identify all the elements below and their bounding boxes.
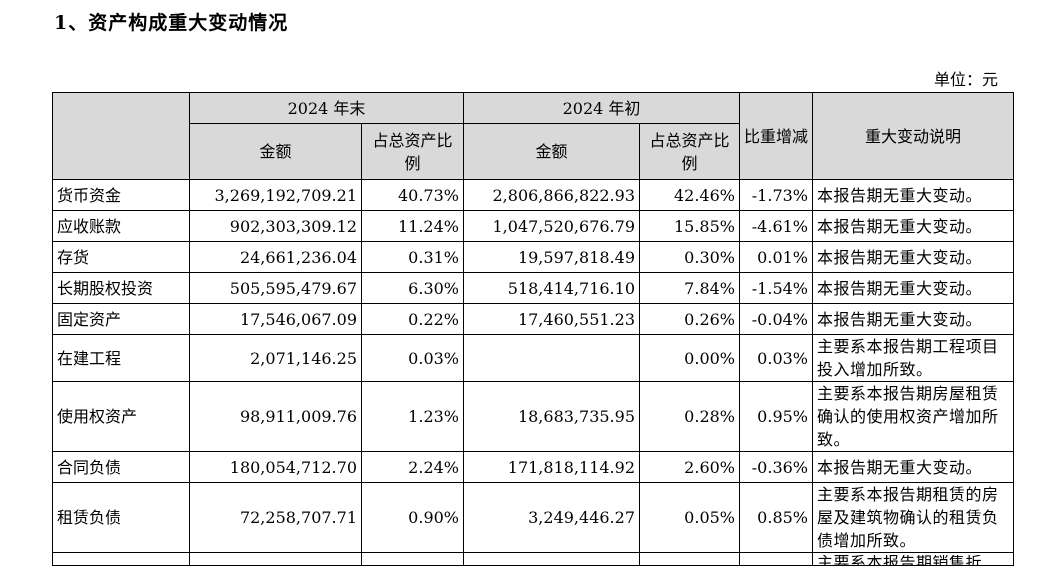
row-begin-ratio: 0.00% (639, 334, 740, 382)
row-end-ratio: 40.73% (361, 179, 464, 211)
row-note: 主要系本报告期房屋租赁确认的使用权资产增加所致。 (812, 381, 1014, 452)
header-explanation: 重大变动说明 (812, 92, 1014, 180)
row-begin-ratio: 0.30% (639, 241, 740, 273)
row-end-ratio: 11.24% (361, 210, 464, 242)
row-note: 本报告期无重大变动。 (812, 210, 1014, 242)
row-begin-amount: 2,806,866,822.93 (463, 179, 640, 211)
row-item: 在建工程 (52, 334, 190, 382)
row-begin-ratio: 2.60% (639, 451, 740, 483)
header-item-blank (52, 92, 190, 180)
row-change: -1.54% (739, 272, 813, 304)
row-begin-ratio: 0.26% (639, 303, 740, 335)
row-change: 0.85% (739, 482, 813, 553)
row-end-amount: 902,303,309.12 (189, 210, 362, 242)
row-item: 合同负债 (52, 451, 190, 483)
row-begin-amount: 17,460,551.23 (463, 303, 640, 335)
table-row: 合同负债 180,054,712.70 2.24% 171,818,114.92… (52, 451, 1014, 483)
row-begin-ratio: 7.84% (639, 272, 740, 304)
row-begin-ratio: 0.05% (639, 482, 740, 553)
header-period-begin: 2024 年初 (463, 92, 740, 124)
row-item: 应收账款 (52, 210, 190, 242)
table-row: 在建工程 2,071,146.25 0.03% 0.00% 0.03% 主要系本… (52, 334, 1014, 382)
table-row: 应收账款 902,303,309.12 11.24% 1,047,520,676… (52, 210, 1014, 242)
row-end-amount: 98,911,009.76 (189, 381, 362, 452)
table-row: 货币资金 3,269,192,709.21 40.73% 2,806,866,8… (52, 179, 1014, 211)
row-begin-amount (463, 552, 640, 566)
asset-composition-table: 2024 年末 2024 年初 比重增减 重大变动说明 金额 占总资产比例 金额… (52, 92, 1014, 566)
row-note-partial: 主要系本报告期销售折 (817, 555, 983, 566)
row-change: 0.01% (739, 241, 813, 273)
section-title: 1、资产构成重大变动情况 (54, 12, 289, 34)
header-change: 比重增减 (739, 92, 813, 180)
row-change: -1.73% (739, 179, 813, 211)
row-begin-amount: 19,597,818.49 (463, 241, 640, 273)
row-note: 本报告期无重大变动。 (812, 272, 1014, 304)
row-begin-ratio: 0.28% (639, 381, 740, 452)
header-period-end: 2024 年末 (189, 92, 464, 124)
row-end-ratio: 0.22% (361, 303, 464, 335)
row-note: 本报告期无重大变动。 (812, 179, 1014, 211)
row-item: 存货 (52, 241, 190, 273)
table-row: 使用权资产 98,911,009.76 1.23% 18,683,735.95 … (52, 381, 1014, 452)
header-end-amount: 金额 (189, 123, 362, 180)
row-note: 主要系本报告期销售折 (812, 552, 1014, 566)
row-item (52, 552, 190, 566)
row-begin-amount: 518,414,716.10 (463, 272, 640, 304)
table-row: 存货 24,661,236.04 0.31% 19,597,818.49 0.3… (52, 241, 1014, 273)
header-begin-ratio: 占总资产比例 (639, 123, 740, 180)
row-begin-ratio (639, 552, 740, 566)
table-row: 固定资产 17,546,067.09 0.22% 17,460,551.23 0… (52, 303, 1014, 335)
row-end-ratio: 0.31% (361, 241, 464, 273)
row-begin-amount (463, 334, 640, 382)
row-end-ratio: 0.03% (361, 334, 464, 382)
table-row: 长期股权投资 505,595,479.67 6.30% 518,414,716.… (52, 272, 1014, 304)
row-begin-amount: 18,683,735.95 (463, 381, 640, 452)
row-note: 本报告期无重大变动。 (812, 451, 1014, 483)
row-end-amount: 72,258,707.71 (189, 482, 362, 553)
row-note: 本报告期无重大变动。 (812, 241, 1014, 273)
row-note: 主要系本报告期租赁的房屋及建筑物确认的租赁负债增加所致。 (812, 482, 1014, 553)
row-item: 货币资金 (52, 179, 190, 211)
row-begin-ratio: 15.85% (639, 210, 740, 242)
header-end-ratio: 占总资产比例 (361, 123, 464, 180)
row-end-amount: 2,071,146.25 (189, 334, 362, 382)
row-change: 0.03% (739, 334, 813, 382)
table-header-row-1: 2024 年末 2024 年初 比重增减 重大变动说明 (52, 92, 1014, 180)
row-begin-amount: 1,047,520,676.79 (463, 210, 640, 242)
row-note: 本报告期无重大变动。 (812, 303, 1014, 335)
row-item: 长期股权投资 (52, 272, 190, 304)
table-row: 租赁负债 72,258,707.71 0.90% 3,249,446.27 0.… (52, 482, 1014, 553)
row-change: -0.36% (739, 451, 813, 483)
row-end-ratio (361, 552, 464, 566)
row-item: 使用权资产 (52, 381, 190, 452)
table-row-partial: 主要系本报告期销售折 (52, 552, 1014, 566)
table-header-row-2: 金额 占总资产比例 金额 占总资产比例 (53, 123, 1014, 180)
row-end-amount: 24,661,236.04 (189, 241, 362, 273)
row-end-ratio: 6.30% (361, 272, 464, 304)
row-end-amount (189, 552, 362, 566)
row-end-amount: 3,269,192,709.21 (189, 179, 362, 211)
row-item: 固定资产 (52, 303, 190, 335)
row-end-ratio: 2.24% (361, 451, 464, 483)
row-begin-amount: 171,818,114.92 (463, 451, 640, 483)
row-end-ratio: 0.90% (361, 482, 464, 553)
row-change: -0.04% (739, 303, 813, 335)
row-begin-amount: 3,249,446.27 (463, 482, 640, 553)
unit-label: 单位：元 (933, 70, 998, 89)
row-end-amount: 180,054,712.70 (189, 451, 362, 483)
header-begin-amount: 金额 (463, 123, 640, 180)
row-change (739, 552, 813, 566)
row-end-ratio: 1.23% (361, 381, 464, 452)
row-note: 主要系本报告期工程项目投入增加所致。 (812, 334, 1014, 382)
row-change: -4.61% (739, 210, 813, 242)
row-begin-ratio: 42.46% (639, 179, 740, 211)
row-end-amount: 505,595,479.67 (189, 272, 362, 304)
row-item: 租赁负债 (52, 482, 190, 553)
row-end-amount: 17,546,067.09 (189, 303, 362, 335)
row-change: 0.95% (739, 381, 813, 452)
